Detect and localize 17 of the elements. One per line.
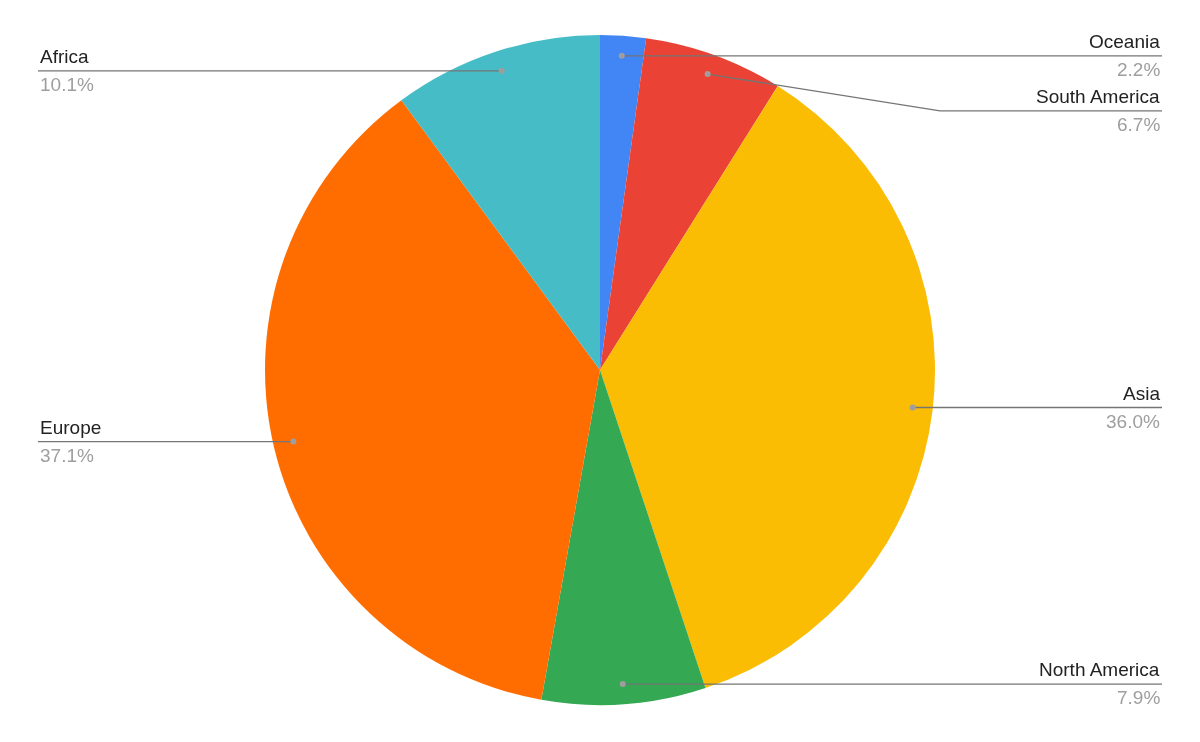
data-label: 6.7% xyxy=(1117,114,1161,135)
pie-slice xyxy=(265,100,600,700)
slice-label: Oceania xyxy=(1089,31,1161,52)
pie-slice xyxy=(600,86,935,688)
data-label: 37.1% xyxy=(40,445,94,466)
pie-slice xyxy=(600,38,778,370)
slice-label: South America xyxy=(1036,86,1160,107)
data-label: 7.9% xyxy=(1117,687,1161,708)
slice-label: Africa xyxy=(40,46,89,67)
slice-label: Asia xyxy=(1123,383,1161,404)
slice-label: Europe xyxy=(40,417,102,438)
slice-label: North America xyxy=(1039,659,1160,680)
pie-slice xyxy=(541,370,706,705)
pie-slice xyxy=(401,35,600,370)
data-label: 36.0% xyxy=(1106,411,1160,432)
data-label: 10.1% xyxy=(40,74,94,95)
data-label: 2.2% xyxy=(1117,59,1161,80)
